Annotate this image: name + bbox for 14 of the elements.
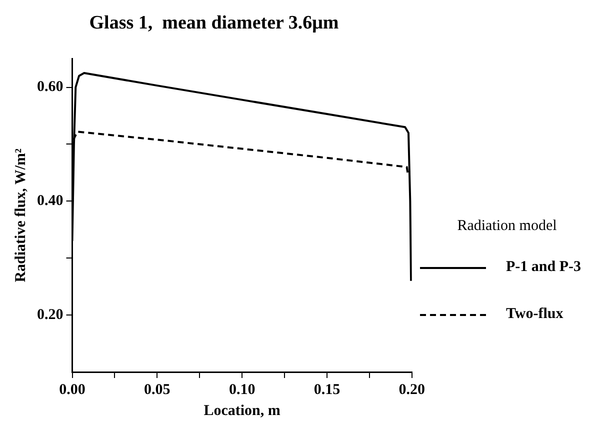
legend-label: P-1 and P-3 <box>506 259 581 276</box>
x-tick-label: 0.00 <box>59 382 86 398</box>
x-tick-label: 0.10 <box>228 382 256 398</box>
x-tick-label: 0.05 <box>144 382 170 398</box>
x-tick-label: 0.15 <box>314 382 340 398</box>
legend-label: Two-flux <box>506 306 564 323</box>
y-tick-label: 0.20 <box>37 306 64 323</box>
y-tick-label: 0.40 <box>37 193 64 210</box>
y-tick-label: 0.60 <box>37 79 64 96</box>
chart-title: Glass 1, mean diameter 3.6μm <box>89 12 339 34</box>
y-axis-title: Radiative flux, W/m² <box>12 148 29 282</box>
x-axis-title: Location, m <box>204 402 281 419</box>
legend-title: Radiation model <box>456 218 558 235</box>
x-tick-label: 0.20 <box>398 382 425 398</box>
